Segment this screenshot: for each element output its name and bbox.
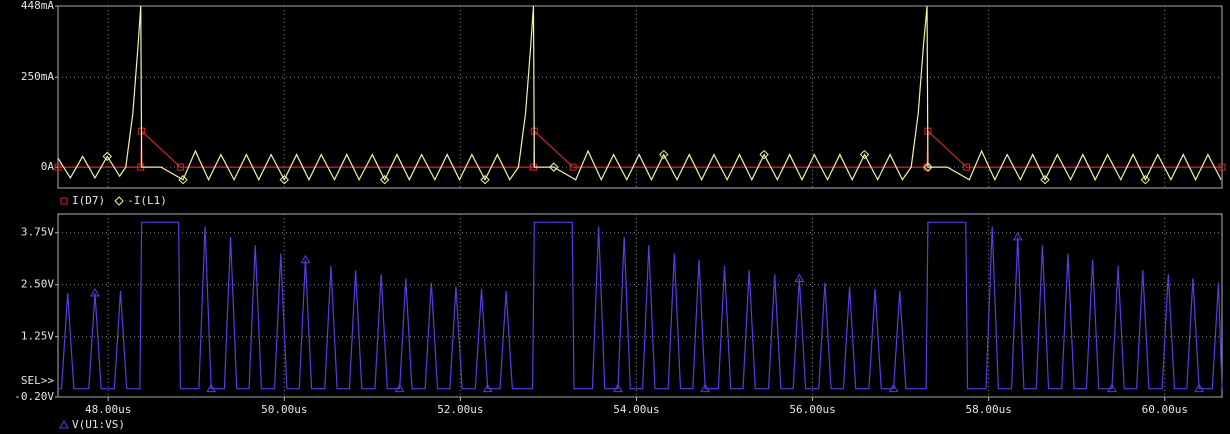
marker-triangle — [482, 383, 493, 393]
marker-square — [54, 163, 62, 171]
marker-diamond — [480, 175, 490, 185]
marker-diamond — [1140, 175, 1151, 185]
legend-symbol — [114, 196, 124, 206]
marker-square — [963, 163, 971, 171]
x-tick-label: 60.00us — [1142, 403, 1188, 416]
plot-frame — [57, 5, 1223, 189]
x-tick-label: 52.00us — [437, 403, 483, 416]
marker-triangle — [1107, 383, 1117, 393]
marker-square — [1218, 163, 1226, 171]
marker-triangle — [300, 254, 311, 264]
marker-square — [176, 163, 184, 171]
marker-triangle — [90, 288, 100, 297]
y-tick-label: -0.20V — [14, 390, 54, 403]
marker-diamond — [379, 175, 390, 185]
legend-symbol — [59, 419, 69, 429]
legend-symbol — [60, 197, 68, 205]
legend-label: -I(L1) — [127, 194, 167, 207]
marker-diamond — [859, 149, 870, 160]
marker-triangle — [700, 383, 711, 393]
plot-frame — [57, 213, 1223, 398]
series-line — [57, 5, 1222, 182]
x-tick-label: 58.00us — [965, 403, 1011, 416]
series-line — [58, 129, 1222, 168]
marker-diamond — [178, 175, 188, 185]
y-tick-label: 3.75V — [21, 226, 54, 239]
series-line — [58, 221, 1223, 390]
marker-triangle — [1012, 231, 1023, 241]
marker-square — [569, 163, 577, 171]
marker-diamond — [659, 149, 669, 160]
y-tick-label: 448mA — [21, 0, 54, 12]
x-tick-label: 50.00us — [261, 403, 307, 416]
x-tick-label: 56.00us — [789, 403, 835, 416]
marker-diamond — [279, 175, 289, 185]
marker-triangle — [888, 383, 899, 393]
y-tick-label: 1.25V — [21, 330, 54, 343]
marker-triangle — [206, 383, 217, 393]
marker-triangle — [394, 383, 405, 393]
x-tick-label: 54.00us — [613, 403, 659, 416]
selector-label: SEL>> — [21, 374, 54, 387]
marker-diamond — [1040, 175, 1050, 185]
y-tick-label: 250mA — [21, 70, 54, 83]
marker-diamond — [102, 151, 113, 162]
legend-label: V(U1:VS) — [72, 418, 125, 431]
marker-diamond — [759, 149, 769, 160]
y-tick-label: 0A — [41, 160, 55, 173]
legend-label: I(D7) — [72, 194, 105, 207]
marker-diamond — [923, 162, 933, 172]
marker-triangle — [613, 383, 623, 393]
marker-diamond — [549, 162, 559, 172]
marker-triangle — [1194, 383, 1204, 393]
marker-triangle — [794, 273, 805, 282]
x-tick-label: 48.00us — [85, 403, 131, 416]
y-tick-label: 2.50V — [21, 278, 54, 291]
